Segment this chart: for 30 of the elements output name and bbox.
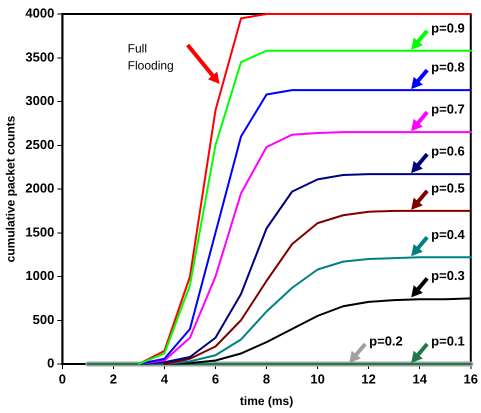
series-label: p=0.2 — [369, 334, 403, 349]
y-tick-label: 2000 — [25, 180, 54, 196]
x-tick-label: 8 — [262, 371, 270, 386]
annotation: Full Flooding — [128, 41, 174, 72]
y-tick-label: 3000 — [25, 93, 54, 108]
y-tick-label: 0 — [47, 356, 54, 371]
series-label: p=0.3 — [431, 268, 465, 283]
x-tick-label: 14 — [412, 371, 428, 386]
x-tick-label: 6 — [212, 371, 220, 386]
series-label: p=0.7 — [431, 102, 465, 117]
series-label: p=0.4 — [431, 226, 466, 242]
x-tick-label: 10 — [310, 371, 325, 386]
y-tick-label: 2500 — [25, 136, 54, 152]
y-tick-label: 1500 — [25, 224, 54, 240]
x-tick-label: 4 — [160, 371, 169, 386]
y-axis-title: cumulative packet counts — [4, 115, 18, 262]
y-tick-label: 4000 — [25, 6, 54, 21]
series-label: p=0.6 — [431, 144, 465, 159]
x-tick-label: 2 — [110, 371, 117, 386]
y-tick-label: 500 — [32, 312, 54, 327]
x-tick-label: 16 — [464, 371, 478, 386]
series-label: p=0.5 — [431, 180, 465, 196]
y-tick-label: 1000 — [25, 268, 54, 284]
x-axis-title: time (ms) — [240, 394, 294, 408]
x-tick-label: 0 — [58, 371, 66, 386]
series-label: p=0.9 — [431, 20, 465, 36]
x-tick-label: 12 — [361, 371, 376, 386]
series-label: p=0.1 — [431, 334, 465, 349]
y-tick-label: 3500 — [25, 49, 54, 64]
series-label: p=0.8 — [431, 60, 465, 75]
